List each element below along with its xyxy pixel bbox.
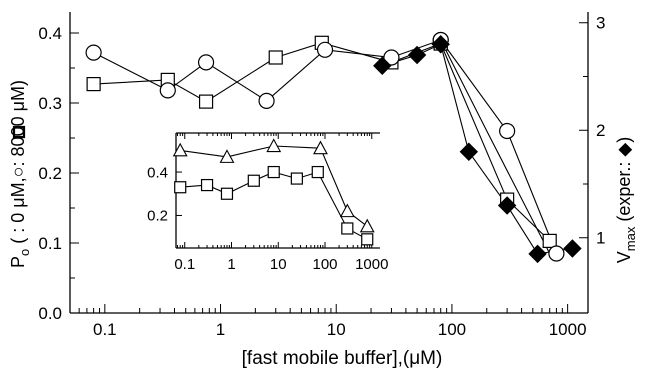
x-tick-label: 1	[227, 256, 235, 273]
x-tick-label: 1000	[549, 320, 587, 339]
svg-text:Po ( : 0 μM,○: 8000 μM): Po ( : 0 μM,○: 8000 μM)	[8, 80, 32, 268]
square-point	[174, 181, 187, 194]
circle-point	[159, 82, 176, 99]
y-tick-label: 0.3	[38, 94, 62, 113]
diamond-point	[459, 142, 479, 161]
y-tick-label: 0.1	[38, 234, 62, 253]
y2-axis-label-sub: max	[623, 226, 638, 251]
y-tick-label: 0.2	[147, 208, 168, 225]
x-tick-label: 1000	[355, 256, 388, 273]
inset-chart: 0.1 1 10 100 1000 0.2 0.4	[114, 130, 388, 280]
square-point	[267, 165, 280, 179]
triangle-point	[219, 149, 235, 163]
circle-point	[316, 41, 334, 58]
series-line	[440, 39, 557, 254]
main-chart: 0.1 1 10 100 1000 0.0 0.1 0.2 0.3 0.4 1 2 3	[38, 12, 605, 339]
x-tick-label: 0.1	[93, 320, 117, 339]
diamond-point	[528, 244, 547, 264]
y-axis-label-main: P	[8, 256, 28, 268]
circle-point	[197, 54, 215, 71]
y2-tick-label: 1	[596, 229, 605, 248]
y-tick-label: 0.4	[147, 164, 168, 181]
y2-axis-label-main: V	[614, 251, 634, 263]
y2-tick-label: 3	[596, 14, 605, 33]
square-point	[268, 50, 283, 65]
x-tick-label: 0.1	[174, 256, 195, 273]
diamond-point	[373, 56, 392, 75]
triangle-point	[339, 203, 355, 218]
circle-point	[548, 245, 565, 262]
square-point	[341, 222, 354, 235]
square-point	[198, 94, 214, 109]
diamond-point	[563, 239, 582, 258]
y-axis-label-rest: ( : 0 μM,○: 8000 μM)	[8, 80, 28, 249]
y-tick-label: 0.2	[38, 164, 62, 183]
square-point	[361, 233, 374, 246]
x-axis-label: [fast mobile buffer],(μM)	[242, 348, 443, 369]
circle-point	[85, 44, 102, 61]
y-axis-label-sub: o	[17, 249, 32, 256]
circle-point	[499, 122, 516, 140]
square-point	[220, 187, 234, 200]
y2-axis-label-rest: (exper.: ◆)	[614, 137, 634, 227]
svg-text:Vmax (exper.: ◆): Vmax (exper.: ◆)	[614, 137, 638, 263]
y-tick-label: 0.0	[38, 304, 62, 323]
triangle-point	[266, 138, 282, 153]
y-axis-label-square-icon	[12, 125, 26, 139]
y2-axis-label: Vmax (exper.: ◆)	[614, 137, 638, 263]
diamond-point	[497, 196, 517, 215]
square-point	[86, 76, 101, 92]
square-point	[542, 233, 557, 248]
triangle-point	[359, 218, 375, 233]
diamond-point	[407, 45, 427, 65]
series-line	[440, 39, 551, 254]
y-tick-label: 0.4	[38, 24, 62, 43]
x-tick-label: 10	[270, 256, 287, 273]
y-axis-label: Po ( : 0 μM,○: 8000 μM)	[8, 80, 32, 268]
circle-point	[258, 92, 275, 110]
square-point	[200, 178, 214, 192]
square-point	[290, 172, 303, 185]
square-point	[247, 174, 260, 187]
inset-background	[114, 130, 386, 280]
x-tick-label: 100	[312, 256, 337, 273]
series-line	[93, 39, 441, 102]
y2-tick-label: 2	[596, 121, 605, 140]
square-point	[311, 165, 324, 179]
x-tick-label: 10	[327, 320, 346, 339]
triangle-point	[172, 142, 188, 157]
circle-point	[383, 49, 400, 66]
diamond-point	[431, 35, 450, 54]
x-tick-label: 1	[216, 320, 225, 339]
triangle-point	[313, 140, 328, 155]
x-tick-label: 100	[438, 320, 466, 339]
